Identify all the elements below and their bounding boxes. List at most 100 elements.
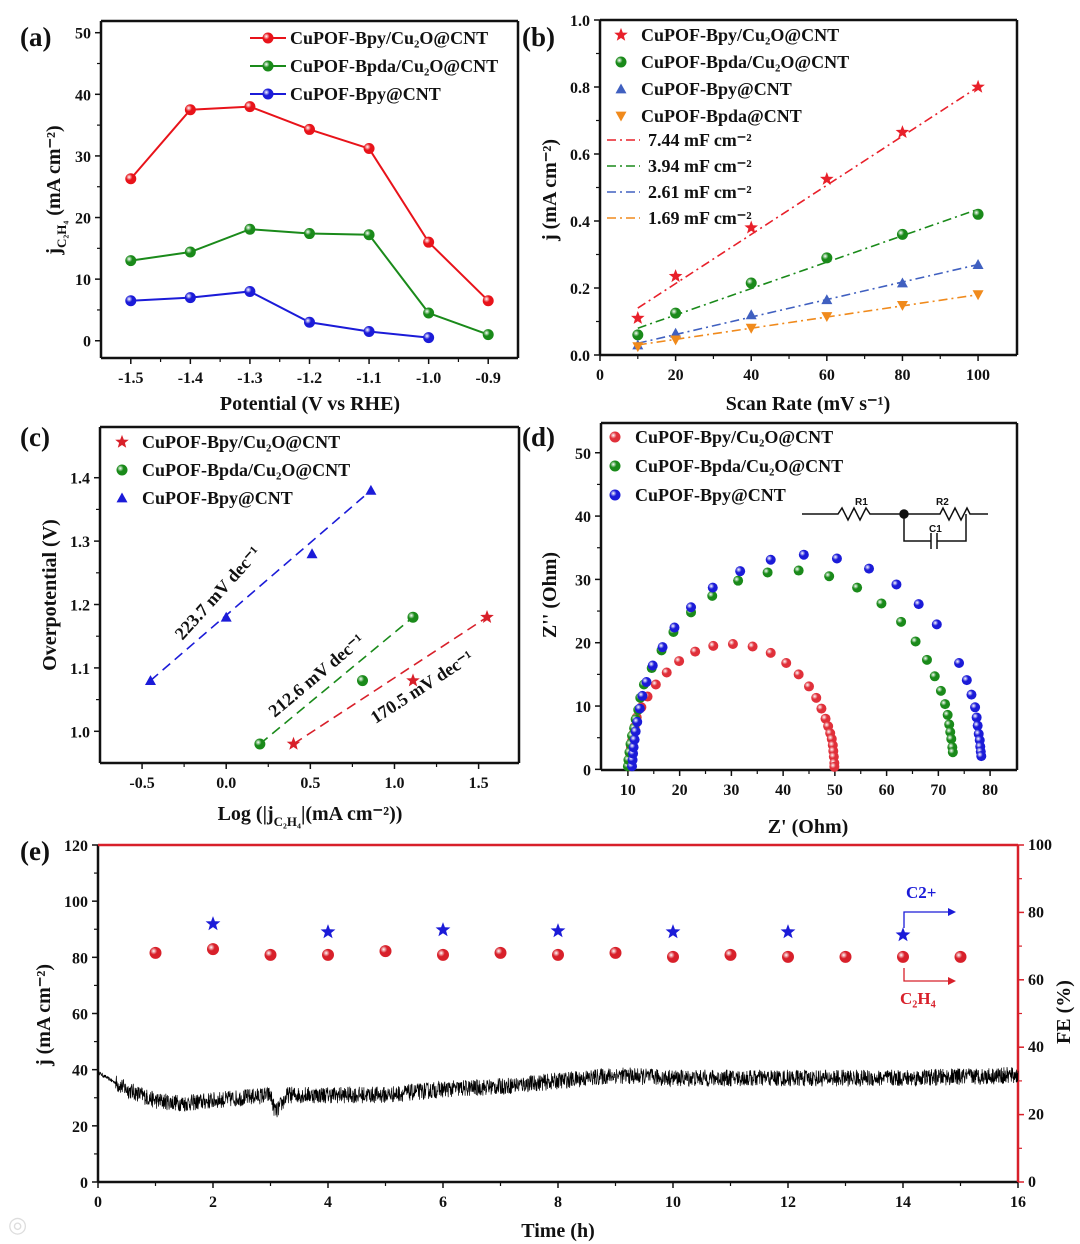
- annotation-c2plus: C2+: [906, 883, 936, 902]
- x-tick-label: -1.1: [356, 370, 381, 387]
- nyquist-point: [852, 582, 863, 593]
- fe-c2h4-marker: [839, 950, 852, 963]
- circuit-label-r1: R1: [855, 497, 868, 508]
- tafel-fit-line: [149, 489, 372, 682]
- data-point: [363, 143, 375, 155]
- data-point: [745, 309, 757, 320]
- data-point: [125, 255, 137, 267]
- x-tick-label: 20: [672, 782, 688, 799]
- panel-b: 0 20 40 60 80 100 0.0 0.2 0.4 0.6 0.8 1.0 CuPOF-Bpy/…: [570, 13, 1019, 384]
- x-tick-label: -1.4: [178, 370, 203, 387]
- nyquist-point: [707, 582, 718, 593]
- x-tick-label: -1.5: [118, 370, 143, 387]
- y-tick-label: 40: [575, 509, 591, 526]
- x-tick-label: 0: [596, 367, 604, 384]
- y-tick-label: 1.3: [70, 534, 90, 551]
- fe-c2h4-marker: [609, 946, 622, 959]
- data-point: [363, 229, 375, 241]
- x-tick-label: 0.0: [216, 775, 236, 792]
- x-tick-label: 8: [554, 1194, 562, 1211]
- y-tick-label: 30: [575, 572, 591, 589]
- data-point: [971, 79, 985, 93]
- y-tick-label: 1.4: [70, 471, 90, 488]
- nyquist-point: [831, 553, 842, 564]
- legend-label: CuPOF-Bpda/Cu₂O@CNT: [635, 456, 843, 476]
- data-point: [306, 548, 318, 559]
- x-tick-label: 80: [894, 367, 910, 384]
- nyquist-point: [947, 747, 958, 758]
- x-tick-label: 30: [723, 782, 739, 799]
- nyquist-point: [954, 657, 965, 668]
- data-point: [357, 675, 369, 687]
- nyquist-point: [970, 702, 981, 713]
- x-tick-label: 50: [827, 782, 843, 799]
- fit-line: [637, 293, 979, 346]
- data-point: [745, 323, 757, 334]
- panel-d: 10 20 30 40 50 60 70 80 0 10 20 30 40 50 CuPOF-Bpy/Cu₂…: [575, 421, 1019, 799]
- fit-line: [637, 208, 979, 329]
- data-point: [972, 208, 984, 220]
- data-point: [125, 295, 137, 307]
- data-point: [632, 342, 644, 353]
- y-tick-label: 0.2: [570, 281, 590, 298]
- nyquist-point: [976, 751, 987, 762]
- data-point: [668, 269, 683, 283]
- x-tick-label: 1.5: [469, 775, 489, 792]
- fe-c2h4-marker: [954, 950, 967, 963]
- axis-title-x-a: Potential (V vs RHE): [220, 393, 400, 415]
- legend-label: CuPOF-Bpda/Cu₂O@CNT: [290, 56, 498, 76]
- x-tick-label: 20: [668, 367, 684, 384]
- nyquist-point: [824, 571, 835, 582]
- legend-label: CuPOF-Bpy@CNT: [290, 84, 441, 104]
- nyquist-point: [929, 671, 940, 682]
- data-point: [482, 295, 494, 307]
- nyquist-point: [735, 566, 746, 577]
- nyquist-point: [811, 692, 822, 703]
- legend-label: CuPOF-Bpy/Cu₂O@CNT: [142, 432, 340, 452]
- data-point: [407, 611, 419, 623]
- nyquist-point: [661, 667, 672, 678]
- nyquist-point: [630, 726, 641, 737]
- circuit-label-c1: C1: [929, 524, 942, 535]
- legend-marker: [116, 464, 128, 476]
- nyquist-point: [727, 638, 738, 649]
- legend-label: CuPOF-Bpy@CNT: [635, 485, 786, 505]
- equivalent-circuit-inset: [802, 506, 988, 549]
- nyquist-point: [798, 549, 809, 560]
- resistor-network: [802, 506, 988, 522]
- data-point: [744, 220, 758, 234]
- axis-title-x-e: Time (h): [521, 1220, 595, 1242]
- y-tick-label: 0.4: [570, 214, 590, 231]
- ylabel-a-j: j: [43, 248, 65, 256]
- arrow-c2plus: [903, 911, 950, 928]
- data-point: [670, 307, 682, 319]
- nyquist-point: [647, 660, 658, 671]
- nyquist-point: [765, 554, 776, 565]
- y-tick-label: 120: [64, 838, 88, 855]
- nyquist-point: [641, 676, 652, 687]
- nyquist-point: [876, 598, 887, 609]
- fe-c2h4-marker: [724, 948, 737, 961]
- nyquist-point: [628, 742, 639, 753]
- nyquist-point: [913, 599, 924, 610]
- legend-label: CuPOF-Bpy/Cu₂O@CNT: [290, 28, 488, 48]
- x-tick-label: 0.5: [300, 775, 320, 792]
- legend-marker: [116, 492, 128, 503]
- x-tick-label: 14: [895, 1194, 911, 1211]
- data-point: [423, 236, 435, 248]
- nyquist-point: [940, 699, 951, 710]
- data-point: [184, 104, 196, 116]
- axis-title-x-b: Scan Rate (mV s⁻¹): [726, 393, 891, 415]
- x-tick-label: 4: [324, 1194, 332, 1211]
- axis-title-y-d: Z'' (Ohm): [539, 552, 561, 638]
- legend-label: CuPOF-Bpda/Cu₂O@CNT: [142, 460, 350, 480]
- y-tick-label: 0: [583, 762, 591, 779]
- fit-legend-label: 7.44 mF cm⁻²: [648, 130, 752, 150]
- data-point: [184, 292, 196, 304]
- fe-c2h4-marker: [264, 948, 277, 961]
- data-point: [895, 125, 910, 138]
- legend-marker: [609, 460, 621, 472]
- tafel-slope-label: 170.5 mV dec⁻¹: [367, 646, 477, 727]
- fe-c2h4-marker: [322, 948, 334, 961]
- legend-marker: [615, 56, 627, 68]
